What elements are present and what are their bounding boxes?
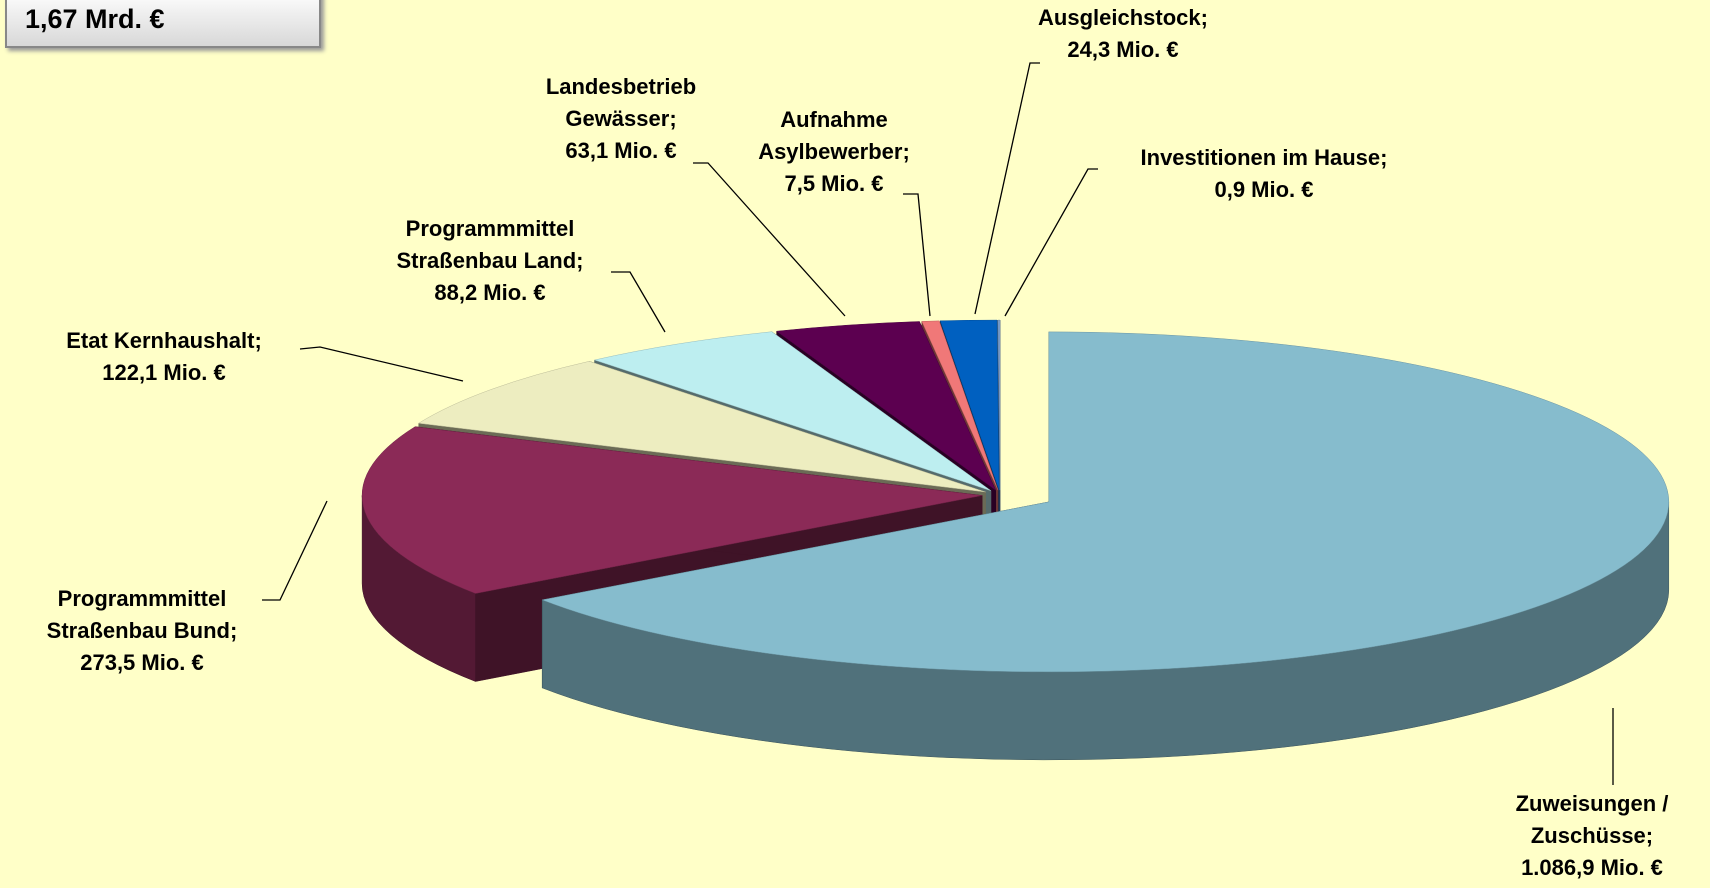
data-label: Landesbetrieb Gewässer; 63,1 Mio. € (516, 71, 726, 167)
label-separator: ; (902, 139, 910, 164)
label-value: 7,5 Mio. € (784, 171, 884, 196)
leader-line (974, 62, 1040, 315)
data-label: Etat Kernhaushalt; 122,1 Mio. € (24, 325, 304, 389)
label-separator: ; (1645, 823, 1654, 848)
label-value: 24,3 Mio. € (1067, 37, 1179, 62)
data-label: Zuweisungen / Zuschüsse; 1.086,9 Mio. € (1492, 788, 1692, 884)
data-label: Programmmittel Straßenbau Bund; 273,5 Mio… (17, 583, 267, 679)
label-separator: ; (576, 248, 584, 273)
label-separator: ; (254, 328, 262, 353)
label-value: 63,1 Mio. € (565, 138, 677, 163)
label-separator: ; (230, 618, 238, 643)
leader-line (1004, 168, 1098, 317)
label-value: 0,9 Mio. € (1214, 177, 1314, 202)
slice (997, 319, 1001, 491)
slice (361, 426, 983, 594)
label-name: Investitionen im Hause (1140, 145, 1381, 170)
data-label: Programmmittel Straßenbau Land; 88,2 Mio.… (365, 213, 615, 309)
data-label: Aufnahme Asylbewerber; 7,5 Mio. € (739, 104, 929, 200)
data-label: Investitionen im Hause; 0,9 Mio. € (1094, 142, 1434, 206)
label-name: Etat Kernhaushalt (66, 328, 255, 353)
label-name: Programmmittel Straßenbau Land (396, 216, 577, 273)
label-name: Ausgleichstock (1038, 5, 1201, 30)
slice (939, 319, 1000, 491)
leader-line (903, 193, 931, 317)
slice (541, 331, 1670, 673)
leader-line (611, 271, 666, 333)
label-name: Aufnahme Asylbewerber (758, 107, 903, 164)
leader-line (693, 162, 846, 317)
data-label: Ausgleichstock; 24,3 Mio. € (973, 2, 1273, 66)
leader-line (262, 500, 328, 601)
label-separator: ; (669, 106, 677, 131)
label-name: Zuweisungen / Zuschüsse (1515, 791, 1669, 848)
leader-line (299, 346, 464, 382)
label-value: 122,1 Mio. € (102, 360, 226, 385)
slice (417, 361, 986, 493)
label-separator: ; (1200, 5, 1208, 30)
total-label: 1,67 Mrd. € (5, 0, 321, 48)
label-value: 88,2 Mio. € (434, 280, 546, 305)
label-name: Landesbetrieb Gewässer (545, 74, 697, 131)
slice (775, 321, 997, 491)
label-name: Programmmittel Straßenbau Bund (46, 586, 230, 643)
slice (921, 320, 999, 491)
label-separator: ; (1380, 145, 1388, 170)
slice (593, 331, 992, 491)
label-value: 273,5 Mio. € (80, 650, 204, 675)
label-value: 1.086,9 Mio. € (1521, 855, 1663, 880)
